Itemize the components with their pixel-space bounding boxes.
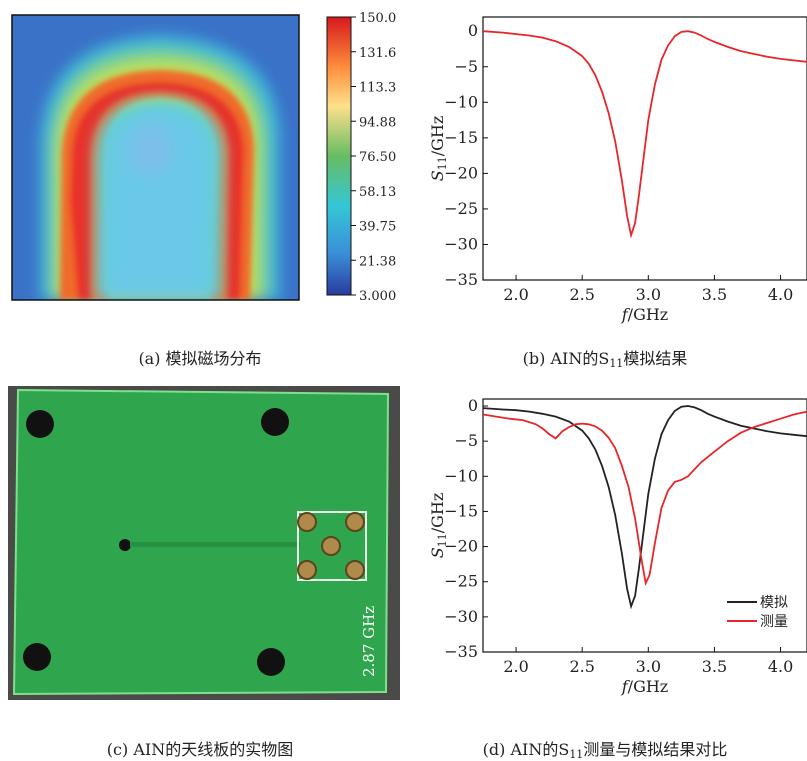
- colorbar-tick-label: 113.3: [359, 81, 396, 96]
- legend-label: 模拟: [760, 595, 788, 611]
- colorbar-tick-label: 58.13: [359, 185, 396, 200]
- caption-d-sub: 11: [569, 748, 584, 761]
- colorbar-tick-label: 150.0: [359, 11, 396, 26]
- caption-c: (c) AIN的天线板的实物图: [0, 736, 400, 760]
- y-tick-label: −10: [444, 92, 478, 111]
- y-tick-label: −35: [444, 270, 478, 289]
- x-axis-label: f/GHz: [621, 677, 668, 696]
- caption-d-pre: (d) AIN的S: [482, 740, 570, 759]
- heatmap-image: [12, 15, 299, 300]
- y-tick-label: −20: [444, 537, 478, 556]
- series-line-1: [483, 405, 807, 610]
- caption-a-text: (a) 模拟磁场分布: [138, 349, 262, 368]
- y-tick-label: −25: [444, 199, 478, 218]
- legend-label: 测量: [760, 614, 788, 630]
- board-frequency-label: 2.87 GHz: [360, 606, 378, 677]
- series-line-2: [483, 410, 807, 587]
- heatmap-panel: 150.0 131.6 113.3 94.88 76.50 58.13 39.75 21.38…: [11, 11, 396, 304]
- x-tick-label: 2.5: [569, 657, 594, 676]
- colorbar: [326, 16, 352, 296]
- y-tick-label: 0: [468, 21, 478, 40]
- s11-compare-chart: 2.0 2.5 3.0 3.5 4.0 0 −5 −10 −15 −20 −25 −30 −35 f/GH…: [428, 396, 807, 696]
- caption-b-sub: 11: [609, 357, 624, 370]
- caption-b: (b) AIN的S11模拟结果: [403, 345, 807, 370]
- x-tick-label: 3.5: [702, 657, 727, 676]
- caption-d: (d) AIN的S11测量与模拟结果对比: [403, 736, 807, 761]
- x-tick-label: 3.0: [636, 657, 661, 676]
- y-tick-label: −15: [444, 501, 478, 520]
- colorbar-tick-label: 131.6: [359, 46, 396, 61]
- y-tick-label: −5: [454, 57, 478, 76]
- y-tick-label: −25: [444, 572, 478, 591]
- colorbar-ticks: 150.0 131.6 113.3 94.88 76.50 58.13 39.75 21.38…: [351, 11, 396, 304]
- x-axis-label: f/GHz: [621, 305, 668, 324]
- colorbar-tick-label: 21.38: [359, 254, 396, 269]
- colorbar-tick-label: 39.75: [359, 220, 396, 235]
- x-tick-label: 4.0: [768, 657, 793, 676]
- series-line-1: [483, 30, 807, 239]
- colorbar-tick-label: 94.88: [359, 115, 396, 130]
- y-tick-label: 0: [468, 396, 478, 415]
- x-tick-label: 2.0: [503, 285, 528, 304]
- connector-pad: [297, 511, 367, 581]
- x-tick-label: 2.0: [503, 657, 528, 676]
- s11-sim-chart: 2.0 2.5 3.0 3.5 4.0 0 −5 −10 −15 −20 −25 −30 −35 f/GH…: [428, 16, 807, 324]
- y-tick-label: −30: [444, 607, 478, 626]
- plot-frame: [482, 16, 807, 281]
- y-tick-label: −15: [444, 128, 478, 147]
- x-tick-label: 3.5: [702, 285, 727, 304]
- y-tick-label: −10: [444, 466, 478, 485]
- colorbar-tick-label: 3.000: [359, 289, 396, 304]
- caption-d-post: 测量与模拟结果对比: [583, 740, 728, 759]
- y-tick-label: −35: [444, 642, 478, 661]
- x-tick-label: 3.0: [636, 285, 661, 304]
- caption-c-text: (c) AIN的天线板的实物图: [106, 740, 294, 759]
- y-tick-label: −30: [444, 234, 478, 253]
- caption-b-pre: (b) AIN的S: [522, 349, 610, 368]
- colorbar-tick-label: 76.50: [359, 150, 396, 165]
- x-tick-label: 4.0: [768, 285, 793, 304]
- plot-frame: [482, 398, 807, 653]
- x-tick-label: 2.5: [569, 285, 594, 304]
- antenna-board-photo: 2.87 GHz: [8, 386, 400, 700]
- y-axis-label: S11/GHz: [428, 493, 449, 559]
- y-axis-label: S11/GHz: [428, 116, 449, 182]
- caption-b-post: 模拟结果: [623, 349, 688, 368]
- y-tick-label: −20: [444, 163, 478, 182]
- y-tick-label: −5: [454, 431, 478, 450]
- caption-a: (a) 模拟磁场分布: [0, 345, 400, 369]
